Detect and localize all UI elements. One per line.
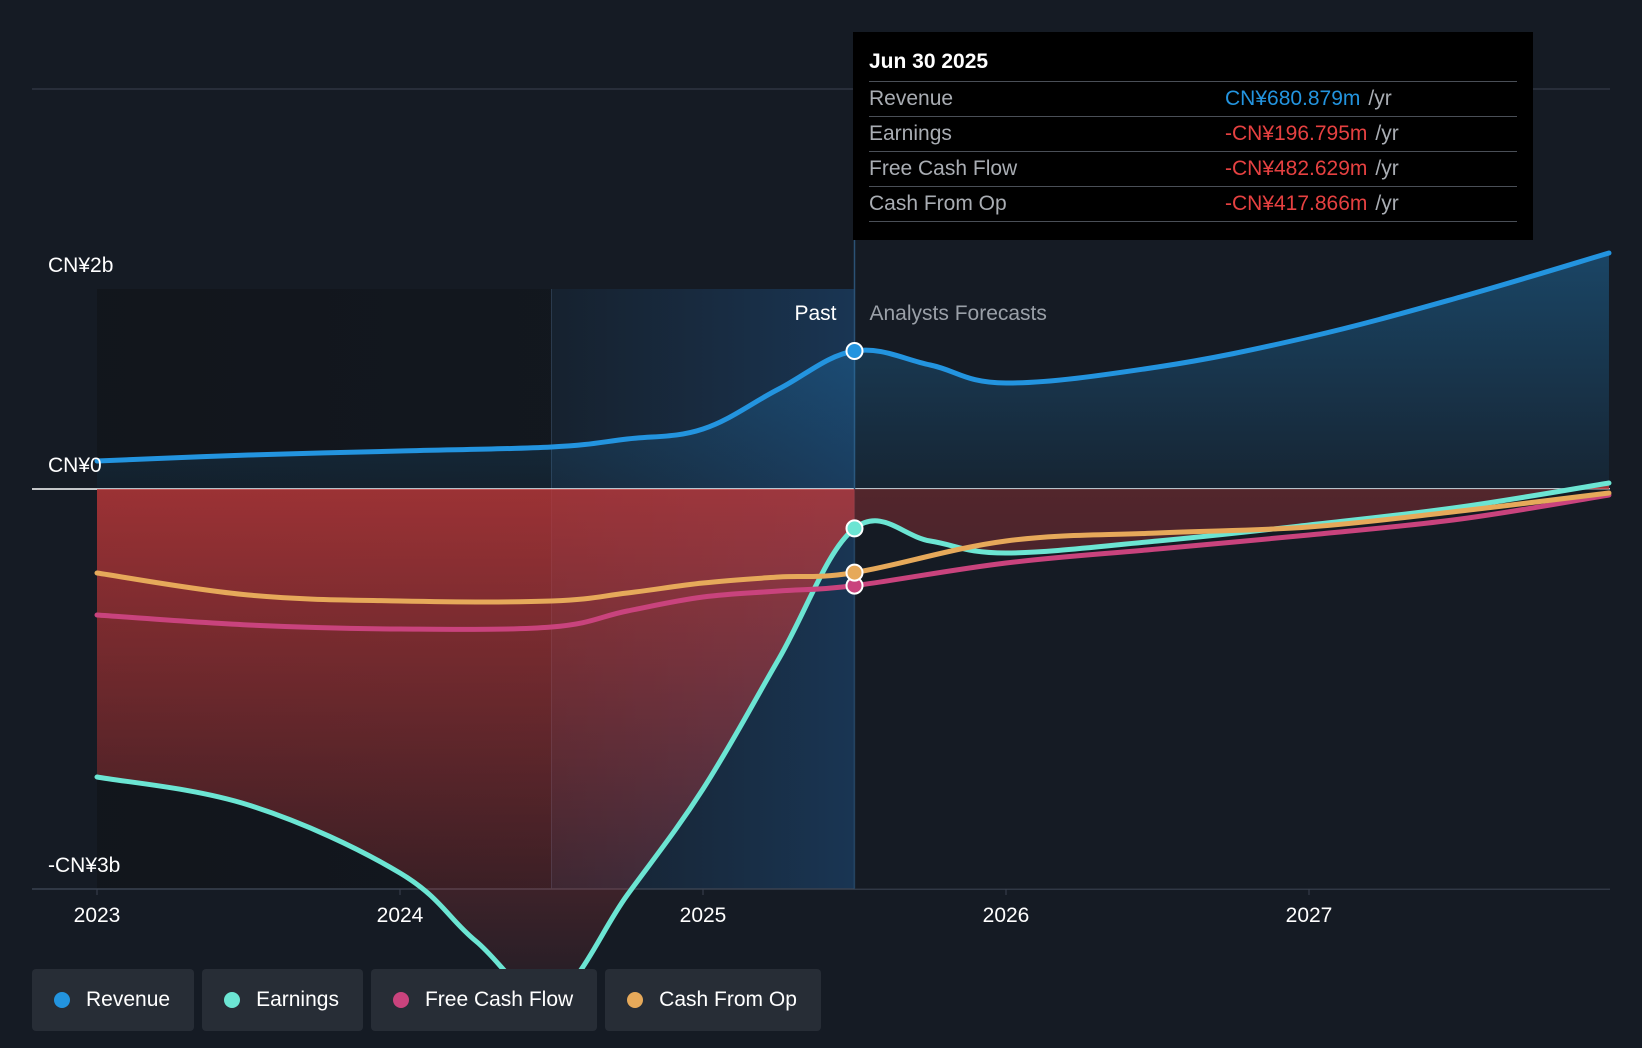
legend-label: Earnings <box>256 988 339 1011</box>
cash-from-op-dot-icon <box>627 992 644 1008</box>
tooltip-label: Cash From Op <box>869 192 1007 215</box>
tooltip-value: -CN¥196.795m <box>1225 122 1368 145</box>
x-tick-label: 2023 <box>74 904 121 927</box>
legend-label: Revenue <box>86 988 171 1011</box>
forecast-dim <box>854 489 1610 889</box>
revenue-area <box>97 253 1609 489</box>
legend-item-revenue[interactable]: Revenue <box>32 969 195 1031</box>
legend-item-cash-from-op[interactable]: Cash From Op <box>605 969 821 1031</box>
x-tick-label: 2026 <box>983 904 1030 927</box>
revenue-line <box>94 250 1612 464</box>
earnings-point <box>845 519 864 538</box>
free-cash-flow-dot-icon <box>392 992 409 1008</box>
tooltip-label: Revenue <box>869 87 954 110</box>
tooltip-unit: /yr <box>1375 157 1399 180</box>
revenue-dot-icon <box>54 992 70 1008</box>
past-label: Past <box>794 302 836 325</box>
tooltip-value: CN¥680.879m <box>1225 87 1361 110</box>
x-tick-label: 2025 <box>680 904 727 927</box>
cash-from-op-line <box>94 490 1612 605</box>
y-axis-label: CN¥0 <box>48 454 102 477</box>
earnings-area <box>97 483 1609 999</box>
tooltip-unit: /yr <box>1368 87 1392 110</box>
revenue-point <box>845 342 864 360</box>
tooltip: Jun 30 2025 Revenue CN¥680.879m /yr Earn… <box>853 32 1533 240</box>
legend-label: Cash From Op <box>659 988 797 1011</box>
y-axis-label: -CN¥3b <box>48 854 120 877</box>
tooltip-value: -CN¥417.866m <box>1225 192 1368 215</box>
earnings-dot-icon <box>224 992 241 1008</box>
legend-item-free-cash-flow[interactable]: Free Cash Flow <box>370 969 598 1031</box>
tooltip-value: -CN¥482.629m <box>1225 157 1368 180</box>
y-axis-label: CN¥2b <box>48 254 113 277</box>
x-tick-label: 2024 <box>377 904 424 927</box>
tooltip-row-revenue: Revenue CN¥680.879m /yr <box>869 81 1517 116</box>
forecast-label: Analysts Forecasts <box>870 302 1047 325</box>
tooltip-row-earnings: Earnings -CN¥196.795m /yr <box>869 116 1517 151</box>
tooltip-date: Jun 30 2025 <box>869 50 989 73</box>
tooltip-label: Earnings <box>869 122 952 145</box>
legend-label: Free Cash Flow <box>424 988 574 1011</box>
tooltip-row-cash-from-op: Cash From Op -CN¥417.866m /yr <box>869 186 1517 222</box>
tooltip-unit: /yr <box>1375 192 1399 215</box>
tooltip-row-free-cash-flow: Free Cash Flow -CN¥482.629m /yr <box>869 151 1517 186</box>
free-cash-flow-line <box>94 492 1612 632</box>
legend: Revenue Earnings Free Cash Flow Cash Fro… <box>32 969 821 1031</box>
tooltip-label: Free Cash Flow <box>869 157 1018 180</box>
legend-item-earnings[interactable]: Earnings <box>202 969 363 1031</box>
cash-from-op-point <box>845 563 864 582</box>
x-tick-label: 2027 <box>1286 904 1333 927</box>
tooltip-unit: /yr <box>1375 122 1399 145</box>
